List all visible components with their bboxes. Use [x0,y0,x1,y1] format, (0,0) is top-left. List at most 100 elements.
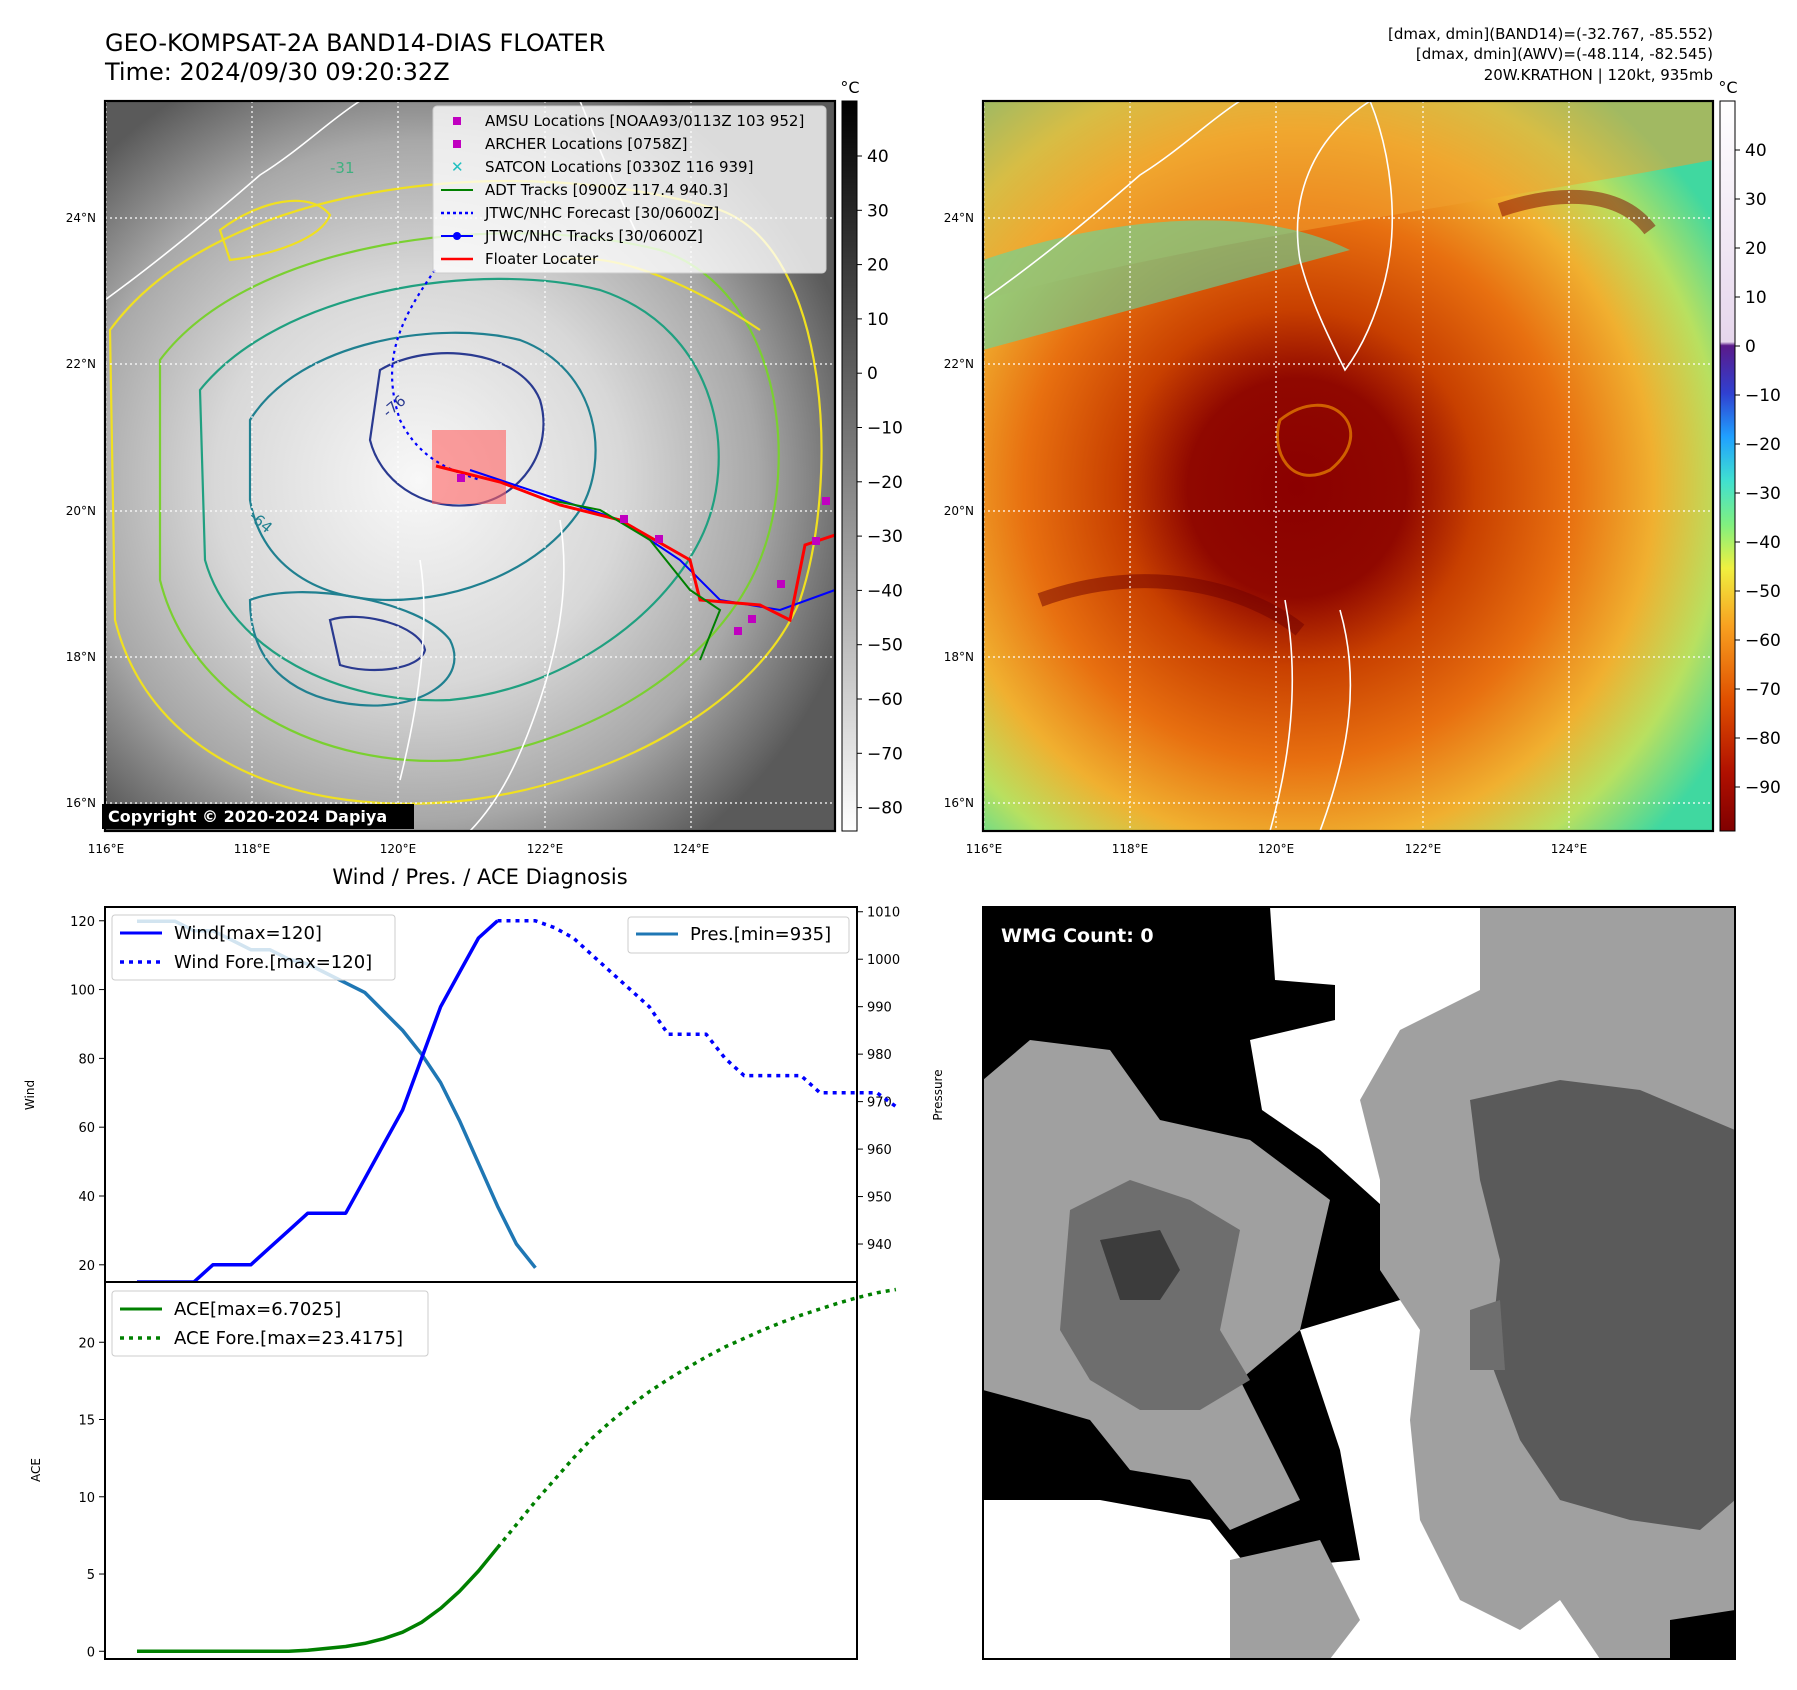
legend-amsu-label: AMSU Locations [NOAA93/0113Z 103 952] [485,112,804,130]
colorbar-right-tick-label: 20 [1745,239,1767,259]
info-line-1: [dmax, dmin](BAND14)=(-32.767, -85.552) [1388,25,1713,43]
ace-axis-label: ACE [29,1458,43,1482]
colorbar-right-tick-label: −10 [1745,386,1781,406]
pres-ytick-label: 990 [867,1001,892,1016]
colorbar-left-tick-label: −60 [867,690,903,710]
pres-ytick-label: 950 [867,1191,892,1206]
lat-label-24-left: 24°N [66,211,96,225]
colorbar-right-tick-label: −80 [1745,729,1781,749]
legend-ace-fore-label: ACE Fore.[max=23.4175] [174,1328,403,1349]
wind-ytick-label: 20 [78,1259,95,1274]
colorbar-right-tick-label: −60 [1745,631,1781,651]
wmg-panel: WMG Count: 0 [982,906,1736,1660]
ace-ytick-label: 0 [87,1645,95,1660]
pres-ytick-label: 970 [867,1096,892,1111]
colorbar-right-tick-label: 0 [1745,337,1756,357]
ace-line [137,1546,499,1654]
lon-label-116-left: 116°E [88,842,125,856]
wind-ytick-label: 40 [78,1190,95,1205]
colorbar-right-tick-label: 40 [1745,141,1767,161]
pres-ytick-label: 980 [867,1048,892,1063]
colorbar-right-tick-label: −30 [1745,484,1781,504]
ace-ytick-label: 5 [87,1568,95,1583]
lon-label-118-left: 118°E [234,842,271,856]
legend-archer-label: ARCHER Locations [0758Z] [485,135,688,153]
title-line-1: GEO-KOMPSAT-2A BAND14-DIAS FLOATER [105,29,605,57]
lon-labels-right: 116°E 118°E 120°E 122°E 124°E [966,842,1588,856]
colorbar-right-tick-label: 30 [1745,190,1767,210]
contour-label-3: -31 [330,159,355,177]
colorbar-right-tick-label: 10 [1745,288,1767,308]
info-line-3: 20W.KRATHON | 120kt, 935mb [1484,66,1713,84]
wind-pressure-chart: 20 40 60 80 100 120 940 950 960 970 980 990 1000 101… [23,906,945,1284]
lat-label-18-right: 18°N [944,650,974,664]
lat-labels-right: 24°N 22°N 20°N 18°N 16°N [944,211,974,810]
wind-forecast-line [497,919,897,1108]
pres-ytick-label: 940 [867,1238,892,1253]
legend-ace-label: ACE[max=6.7025] [174,1299,341,1320]
colorbar-left-tick-label: −20 [867,473,903,493]
colorbar-left-tick-label: −70 [867,744,903,764]
wind-line [137,919,499,1284]
colorbar-right-tick-label: −40 [1745,533,1781,553]
legend-wind-fore-label: Wind Fore.[max=120] [174,952,372,973]
info-line-2: [dmax, dmin](AWV)=(-48.114, -82.545) [1416,45,1713,63]
lat-label-22-left: 22°N [66,357,96,371]
lon-label-120-left: 120°E [380,842,417,856]
legend-tracks-marker [453,232,461,240]
colorbar-right: °C 40 30 20 10 0 −10 −20 −30 −40 −50 −60 −70 −80 −90 [1718,78,1781,832]
lon-label-124-right: 124°E [1551,842,1588,856]
lat-label-16-left: 16°N [66,796,96,810]
title-line-2: Time: 2024/09/30 09:20:32Z [104,58,450,86]
colorbar-left-tick-label: 20 [867,256,889,276]
lon-label-124-left: 124°E [673,842,710,856]
lat-label-18-left: 18°N [66,650,96,664]
ace-ytick-label: 15 [78,1414,95,1429]
lon-label-122-left: 122°E [527,842,564,856]
wmg-count-label: WMG Count: 0 [1001,925,1154,947]
copyright-text: Copyright © 2020-2024 Dapiya [108,807,387,826]
copyright-box [102,804,414,829]
wind-ytick-label: 80 [78,1052,95,1067]
map-legend: AMSU Locations [NOAA93/0113Z 103 952] AR… [432,105,827,274]
wind-ytick-label: 100 [70,984,95,999]
colorbar-left-tick-label: −10 [867,419,903,439]
lon-label-122-right: 122°E [1405,842,1442,856]
legend-archer-swatch [453,140,461,148]
colorbar-right-tick-label: −20 [1745,435,1781,455]
legend-pres-label: Pres.[min=935] [690,924,831,945]
colorbar-right-unit: °C [1718,78,1737,97]
lon-label-116-right: 116°E [966,842,1003,856]
lat-label-20-left: 20°N [66,504,96,518]
legend-wind-label: Wind[max=120] [174,923,322,944]
legend-amsu-swatch [453,117,461,125]
wind-ytick-label: 120 [70,915,95,930]
legend-forecast-label: JTWC/NHC Forecast [30/0600Z] [484,204,719,222]
lat-label-22-right: 22°N [944,357,974,371]
lat-label-16-right: 16°N [944,796,974,810]
ace-ytick-label: 10 [78,1491,95,1506]
colorbar-left-tick-label: −50 [867,636,903,656]
lat-label-24-right: 24°N [944,211,974,225]
ace-chart: 0 5 10 15 20 ACE ACE[max=6.7025] ACE Fore.[m… [29,1281,897,1660]
wind-ytick-label: 60 [78,1121,95,1136]
colorbar-left-tick-label: 10 [867,310,889,330]
legend-floater-label: Floater Locater [485,250,599,268]
colorbar-left-unit: °C [840,78,859,97]
colorbar-left: °C 40 30 20 10 0 −10 −20 −30 −40 −50 −60 −70 −80 [840,78,903,832]
colorbar-left-tick-label: 0 [867,364,878,384]
adt-track [549,499,722,661]
pres-ytick-label: 960 [867,1143,892,1158]
lon-labels-left: 116°E 118°E 120°E 122°E 124°E [88,842,710,856]
colorbar-right-tick-label: −90 [1745,778,1781,798]
colorbar-left-tick-label: 30 [867,201,889,221]
floater-track [435,464,835,623]
ace-ytick-label: 20 [78,1336,95,1351]
pres-ytick-label: 1000 [867,953,900,968]
map-grid-right [983,101,1713,831]
legend-adt-label: ADT Tracks [0900Z 117.4 940.3] [485,181,728,199]
colorbar-left-tick-label: −40 [867,581,903,601]
colorbar-left-tick-label: −30 [867,527,903,547]
colorbar-right-tick-label: −50 [1745,582,1781,602]
